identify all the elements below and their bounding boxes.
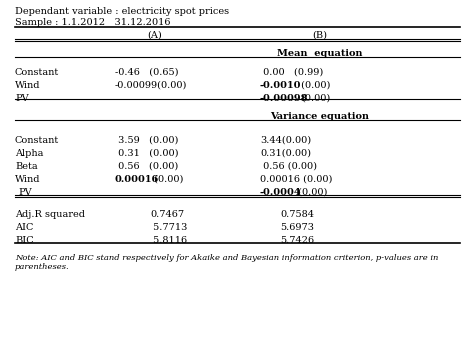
Text: (0.00): (0.00) [151,175,183,184]
Text: Note: AIC and BIC stand respectively for Akaike and Bayesian information criteri: Note: AIC and BIC stand respectively for… [15,254,438,271]
Text: -0.00099(0.00): -0.00099(0.00) [115,81,187,90]
Text: 5.8116: 5.8116 [150,236,187,245]
Text: 5.7426: 5.7426 [280,236,314,245]
Text: Alpha: Alpha [15,149,44,158]
Text: (0.00): (0.00) [298,81,330,90]
Text: Constant: Constant [15,136,59,145]
Text: -0.0004: -0.0004 [260,188,301,197]
Text: Variance equation: Variance equation [271,112,370,121]
Text: 0.7584: 0.7584 [280,210,314,219]
Text: PV: PV [18,188,32,197]
Text: Dependant variable : electricity spot prices: Dependant variable : electricity spot pr… [15,7,229,16]
Text: Beta: Beta [15,162,37,171]
Text: 0.7467: 0.7467 [150,210,184,219]
Text: PV: PV [15,94,28,103]
Text: 0.00016 (0.00): 0.00016 (0.00) [260,175,332,184]
Text: (0.00): (0.00) [301,94,330,103]
Text: 3.59   (0.00): 3.59 (0.00) [115,136,178,145]
Text: 0.56   (0.00): 0.56 (0.00) [115,162,178,171]
Text: AIC: AIC [15,223,33,232]
Text: 0.31(0.00): 0.31(0.00) [260,149,311,158]
Text: 0.00016: 0.00016 [115,175,159,184]
Text: 3.44(0.00): 3.44(0.00) [260,136,311,145]
Text: 5.6973: 5.6973 [280,223,314,232]
Text: -0.00098: -0.00098 [260,94,309,103]
Text: Constant: Constant [15,68,59,77]
Text: -0.0010: -0.0010 [260,81,301,90]
Text: Adj.R squared: Adj.R squared [15,210,85,219]
Text: BIC: BIC [15,236,34,245]
Text: (B): (B) [312,31,328,40]
Text: 0.31   (0.00): 0.31 (0.00) [115,149,179,158]
Text: Mean  equation: Mean equation [277,49,363,58]
Text: (A): (A) [147,31,163,40]
Text: -0.46   (0.65): -0.46 (0.65) [115,68,179,77]
Text: 0.56 (0.00): 0.56 (0.00) [260,162,317,171]
Text: Wind: Wind [15,81,40,90]
Text: Sample : 1.1.2012   31.12.2016: Sample : 1.1.2012 31.12.2016 [15,18,171,27]
Text: (0.00): (0.00) [295,188,328,197]
Text: 0.00   (0.99): 0.00 (0.99) [260,68,323,77]
Text: Wind: Wind [15,175,40,184]
Text: 5.7713: 5.7713 [150,223,187,232]
